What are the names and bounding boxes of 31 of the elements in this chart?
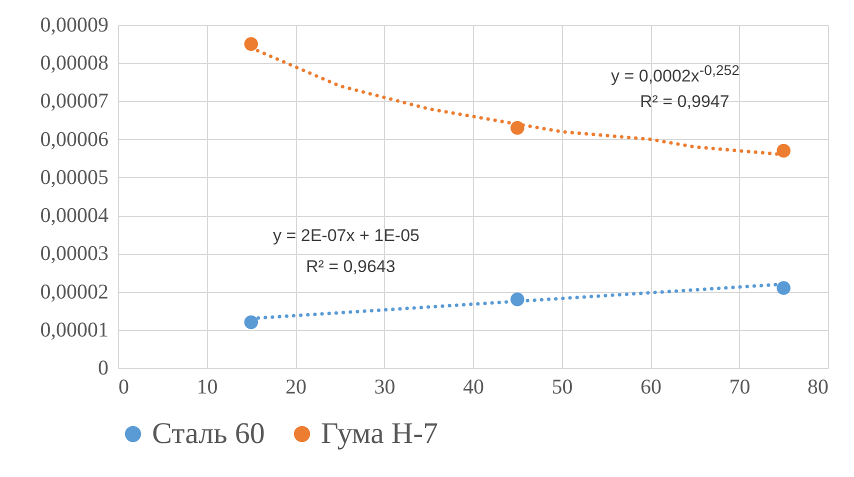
x-tick-label: 50 bbox=[552, 374, 573, 398]
annotation: y = 2E-07x + 1E-05 bbox=[273, 226, 420, 246]
x-tick-label: 20 bbox=[286, 374, 306, 398]
y-tick-label: 0,00009 bbox=[40, 12, 108, 36]
annotation: y = 0,0002x$^{-0,252}$ bbox=[611, 63, 740, 87]
x-tick-label: 10 bbox=[196, 374, 218, 398]
y-tick-label: 0 bbox=[98, 356, 108, 380]
legend-label: Гума Н-7 bbox=[321, 417, 438, 450]
y-tick-label: 0,00003 bbox=[40, 241, 108, 266]
x-tick-label: 70 bbox=[729, 374, 750, 398]
x-tick-label: 30 bbox=[374, 374, 396, 398]
point bbox=[510, 292, 524, 306]
y-tick-label: 0,00002 bbox=[40, 279, 108, 304]
x-tick-label: 0 bbox=[118, 374, 129, 398]
point bbox=[244, 315, 258, 330]
y-tick-label: 0,00008 bbox=[40, 50, 108, 75]
x-tick-label: 40 bbox=[463, 374, 484, 398]
point bbox=[244, 37, 258, 51]
x-tick-label: 80 bbox=[808, 374, 828, 398]
y-tick-label: 0,00001 bbox=[40, 317, 108, 342]
x-tick-label: 60 bbox=[640, 374, 662, 398]
y-tick-label: 0,00007 bbox=[40, 88, 108, 113]
legend-label: Сталь 60 bbox=[152, 417, 265, 450]
point bbox=[776, 281, 791, 295]
y-tick-label: 0,00006 bbox=[40, 126, 108, 151]
point bbox=[776, 144, 791, 158]
point bbox=[510, 121, 524, 135]
y-tick-label: 0,00004 bbox=[40, 203, 109, 228]
y-tick-label: 0,00005 bbox=[40, 164, 108, 189]
annotation: R² = 0,9643 bbox=[306, 257, 396, 277]
annotation: R² = 0,9947 bbox=[640, 92, 730, 112]
